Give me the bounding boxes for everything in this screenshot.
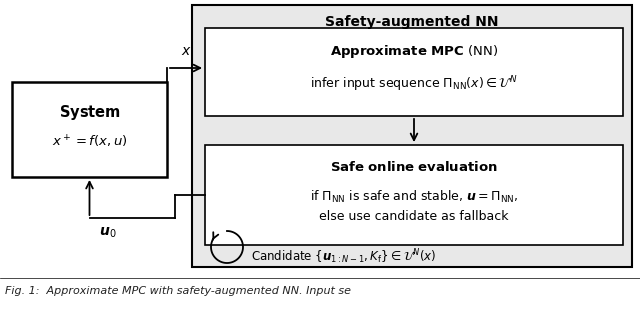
Bar: [12, 82, 167, 177]
Text: $\boldsymbol{u}_0$: $\boldsymbol{u}_0$: [99, 226, 116, 240]
Text: if $\Pi_{\mathrm{NN}}$ is safe and stable, $\boldsymbol{u} = \Pi_{\mathrm{NN}}$,: if $\Pi_{\mathrm{NN}}$ is safe and stabl…: [310, 189, 518, 205]
Text: Fig. 1:  Approximate MPC with safety-augmented NN. Input se: Fig. 1: Approximate MPC with safety-augm…: [5, 286, 351, 296]
Text: else use candidate as fallback: else use candidate as fallback: [319, 210, 509, 224]
Text: infer input sequence $\Pi_{\mathrm{NN}}(x) \in \mathcal{U}^N$: infer input sequence $\Pi_{\mathrm{NN}}(…: [310, 74, 518, 94]
Bar: [205, 28, 623, 116]
Text: $\mathbf{System}$: $\mathbf{System}$: [59, 102, 120, 122]
Text: $\mathbf{Approximate\ MPC}$ $\mathrm{(NN)}$: $\mathbf{Approximate\ MPC}$ $\mathrm{(NN…: [330, 43, 498, 60]
Text: $x^+ = f(x, u)$: $x^+ = f(x, u)$: [52, 134, 127, 150]
Text: $x$: $x$: [180, 44, 191, 58]
Text: Candidate $\{\boldsymbol{u}_{1:N-1}, K_{\mathrm{f}}\} \in \mathcal{U}^N(x)$: Candidate $\{\boldsymbol{u}_{1:N-1}, K_{…: [251, 248, 436, 266]
Text: $\mathbf{Safe\ online\ evaluation}$: $\mathbf{Safe\ online\ evaluation}$: [330, 160, 498, 174]
Text: Safety-augmented NN: Safety-augmented NN: [325, 15, 499, 29]
Bar: [205, 145, 623, 245]
Bar: [192, 5, 632, 267]
